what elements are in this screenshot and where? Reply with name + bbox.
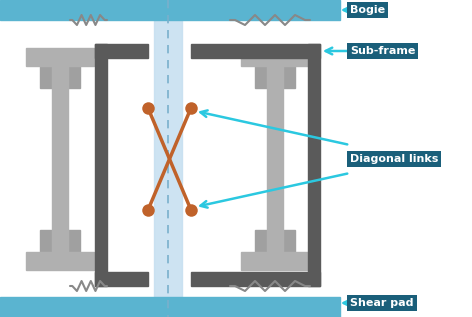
Bar xyxy=(40,230,80,256)
Bar xyxy=(52,66,68,252)
Bar xyxy=(95,272,148,286)
Bar xyxy=(95,44,107,286)
Bar xyxy=(241,48,309,66)
Bar xyxy=(255,62,295,88)
Bar xyxy=(26,252,94,270)
Bar xyxy=(191,44,320,58)
Bar xyxy=(154,0,182,317)
Bar xyxy=(0,0,340,20)
Text: Bogie: Bogie xyxy=(350,5,385,15)
Bar xyxy=(267,66,283,252)
Bar xyxy=(308,44,320,286)
Bar xyxy=(0,297,340,317)
Bar xyxy=(26,48,94,66)
Text: Shear pad: Shear pad xyxy=(350,298,413,308)
Text: Sub-frame: Sub-frame xyxy=(350,46,415,56)
Bar xyxy=(241,252,309,270)
Bar xyxy=(95,44,148,58)
Text: Diagonal links: Diagonal links xyxy=(350,154,438,164)
Bar xyxy=(191,272,320,286)
Bar xyxy=(255,230,295,256)
Bar xyxy=(40,62,80,88)
